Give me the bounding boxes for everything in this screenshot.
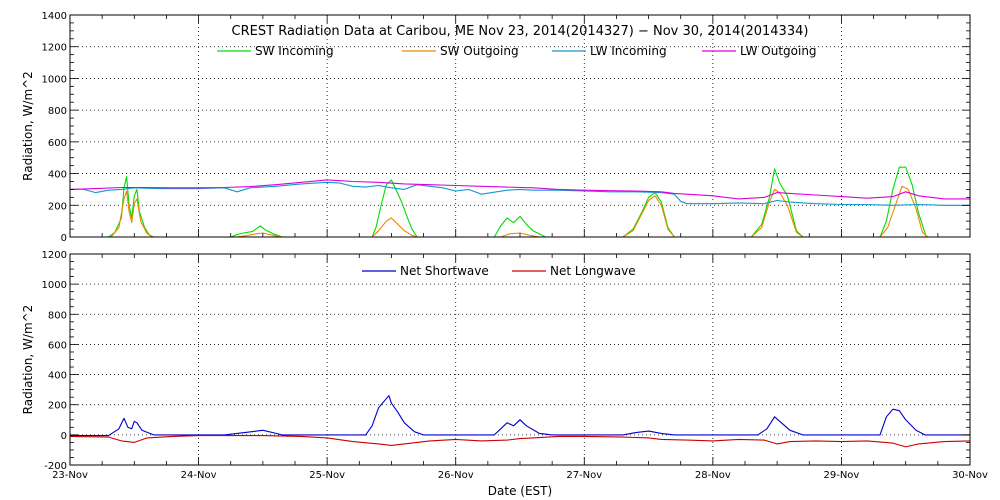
x-tick-label: 29-Nov (823, 470, 859, 481)
series-line-lw-incoming (69, 181, 970, 206)
y-tick-label: 400 (48, 170, 67, 181)
legend-label: LW Outgoing (740, 44, 817, 58)
y-tick-label: 400 (48, 371, 67, 382)
y-tick-label: -200 (44, 461, 67, 472)
top-panel: 0 200 400 600 800 1000 1200 1400 Radiation, W/m^… (21, 11, 971, 244)
series-line-sw-incoming (70, 166, 970, 238)
x-tick-label: 27-Nov (566, 470, 602, 481)
y-axis-title: Radiation, W/m^2 (21, 71, 35, 181)
y-tick-label: 1400 (42, 11, 67, 22)
y-tick-label: 0 (61, 233, 67, 244)
y-tick-label: 0 (61, 431, 67, 442)
bottom-panel: -200 0 200 400 600 800 1000 1200 23-Nov 24-Nov 25-… (21, 250, 988, 498)
x-tick-label: 24-Nov (181, 470, 217, 481)
y-tick-label: 800 (48, 310, 67, 321)
y-tick-label: 600 (48, 138, 67, 149)
y-tick-label: 1000 (42, 280, 67, 291)
x-tick-label: 26-Nov (438, 470, 474, 481)
legend-label: Net Shortwave (400, 264, 489, 278)
y-tick-label: 1200 (42, 43, 67, 54)
y-tick-label: 1200 (42, 250, 67, 261)
plot-frame (69, 14, 971, 238)
x-tick-label: 23-Nov (52, 470, 88, 481)
x-axis-title: Date (EST) (488, 484, 552, 498)
y-tick-label: 800 (48, 106, 67, 117)
y-axis-title: Radiation, W/m^2 (21, 305, 35, 415)
series-line-lw-outgoing (69, 179, 970, 200)
x-tick-label: 28-Nov (695, 470, 731, 481)
y-tick-label: 200 (48, 401, 67, 412)
series-line-net-shortwave (70, 395, 970, 437)
legend-label: Net Longwave (550, 264, 636, 278)
x-tick-label: 30-Nov (952, 470, 988, 481)
plot-frame (69, 253, 971, 466)
y-tick-label: 200 (48, 201, 67, 212)
legend-label: LW Incoming (590, 44, 667, 58)
legend-label: SW Outgoing (440, 44, 519, 58)
x-tick-label: 25-Nov (309, 470, 345, 481)
series-line-sw-outgoing (70, 185, 970, 238)
y-tick-label: 1000 (42, 74, 67, 85)
chart-title: CREST Radiation Data at Caribou, ME Nov … (232, 24, 809, 39)
series-line-net-longwave (69, 435, 971, 448)
y-tick-label: 600 (48, 340, 67, 351)
legend-label: SW Incoming (255, 44, 334, 58)
